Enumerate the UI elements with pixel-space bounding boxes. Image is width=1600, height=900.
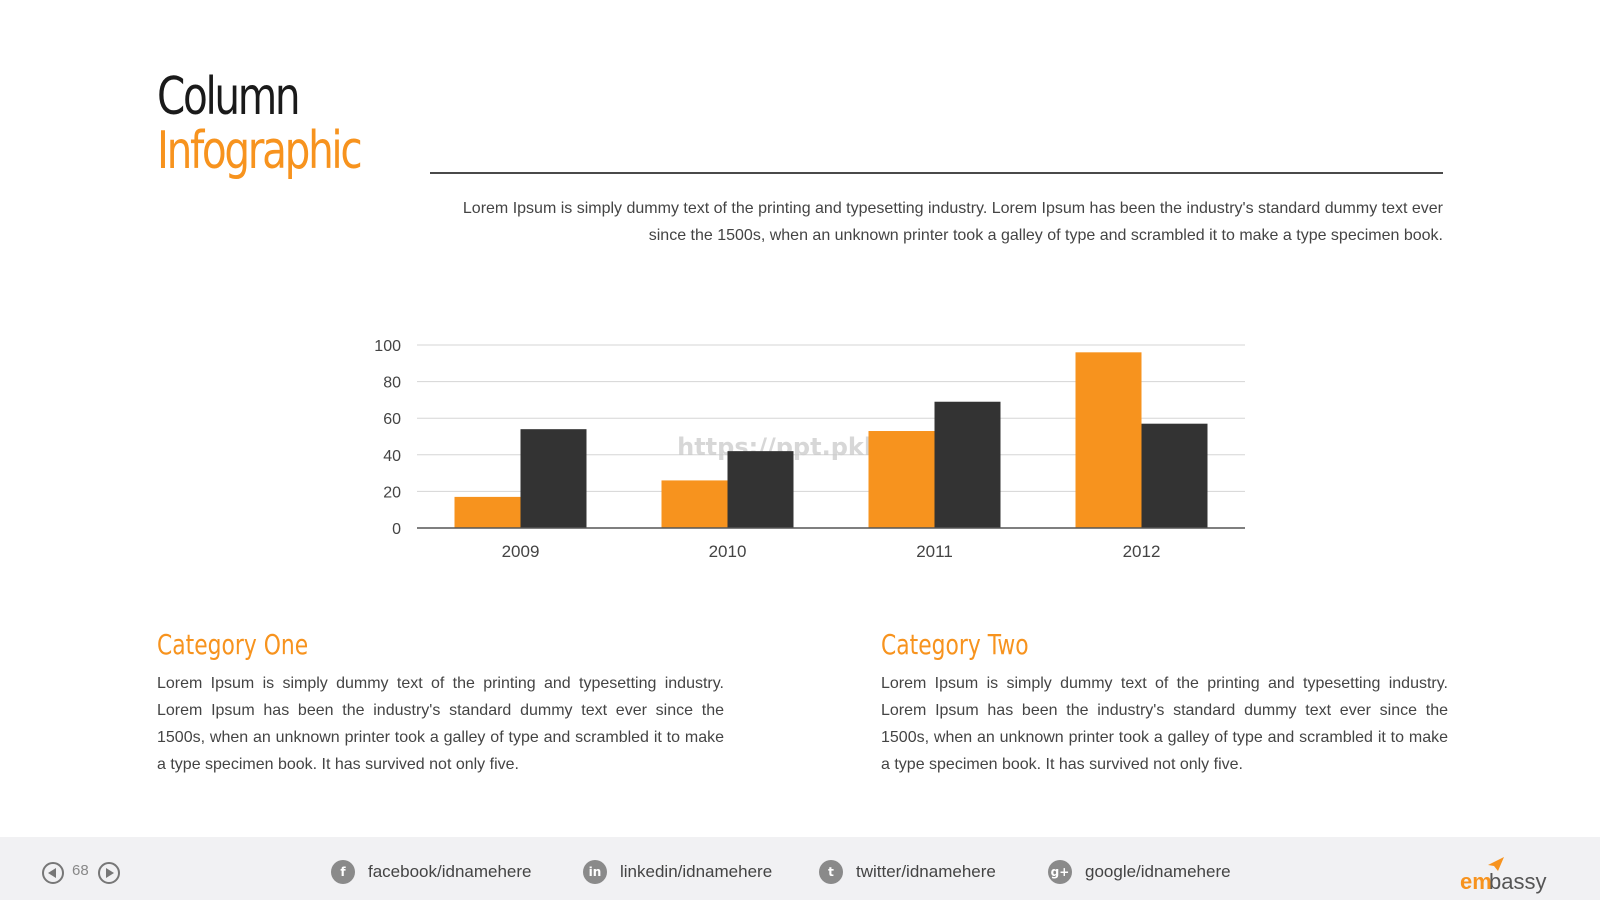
slide-title: Column Infographic <box>157 70 418 178</box>
twitter-link[interactable]: t twitter/idnamehere <box>819 857 996 887</box>
bar-2009-series-1 <box>454 496 521 528</box>
intro-paragraph: Lorem Ipsum is simply dummy text of the … <box>462 200 1443 244</box>
y-tick-label: 60 <box>383 411 401 428</box>
y-tick-label: 100 <box>374 338 401 355</box>
x-tick-label: 2009 <box>502 542 540 561</box>
brand-part-1: em <box>1460 869 1492 894</box>
bar-2012-series-2 <box>1141 423 1208 528</box>
twitter-icon: t <box>819 860 843 884</box>
y-tick-label: 0 <box>392 521 401 538</box>
bar-2009-series-2 <box>520 429 587 528</box>
bar-2012-series-1 <box>1075 352 1142 528</box>
embassy-logo: em bassy <box>1460 857 1546 894</box>
brand-part-2: bassy <box>1489 869 1546 894</box>
next-slide-icon[interactable] <box>98 862 120 884</box>
x-tick-label: 2011 <box>916 542 953 561</box>
facebook-icon: f <box>331 860 355 884</box>
paper-plane-icon <box>1488 857 1504 871</box>
bar-2010-series-1 <box>661 480 728 528</box>
google-plus-label: google/idnamehere <box>1085 862 1231 881</box>
facebook-link[interactable]: f facebook/idnamehere <box>331 857 532 887</box>
title-line-2: Infographic <box>157 121 363 181</box>
linkedin-icon: in <box>583 860 607 884</box>
header-divider <box>430 172 1443 174</box>
y-tick-label: 40 <box>383 448 401 465</box>
bar-2011-series-1 <box>868 431 935 528</box>
page-number: 68 <box>72 862 89 879</box>
category-two-title: Category Two <box>881 628 1029 661</box>
y-tick-label: 80 <box>383 375 401 392</box>
footer-bar <box>0 837 1600 900</box>
google-plus-icon: g+ <box>1048 860 1072 884</box>
category-one-title: Category One <box>157 628 309 661</box>
facebook-label: facebook/idnamehere <box>368 862 532 881</box>
title-line-1: Column <box>157 67 301 127</box>
x-tick-label: 2012 <box>1123 542 1161 561</box>
bar-2011-series-2 <box>934 401 1001 528</box>
previous-slide-icon[interactable] <box>42 862 64 884</box>
linkedin-link[interactable]: in linkedin/idnamehere <box>583 857 772 887</box>
linkedin-label: linkedin/idnamehere <box>620 862 773 881</box>
bar-2010-series-2 <box>727 451 794 528</box>
google-plus-link[interactable]: g+ google/idnamehere <box>1048 857 1231 887</box>
category-one-body: Lorem Ipsum is simply dummy text of the … <box>157 675 724 773</box>
y-tick-label: 20 <box>383 484 401 501</box>
x-tick-label: 2010 <box>709 542 747 561</box>
category-two-body: Lorem Ipsum is simply dummy text of the … <box>881 675 1448 773</box>
twitter-label: twitter/idnamehere <box>856 862 996 881</box>
